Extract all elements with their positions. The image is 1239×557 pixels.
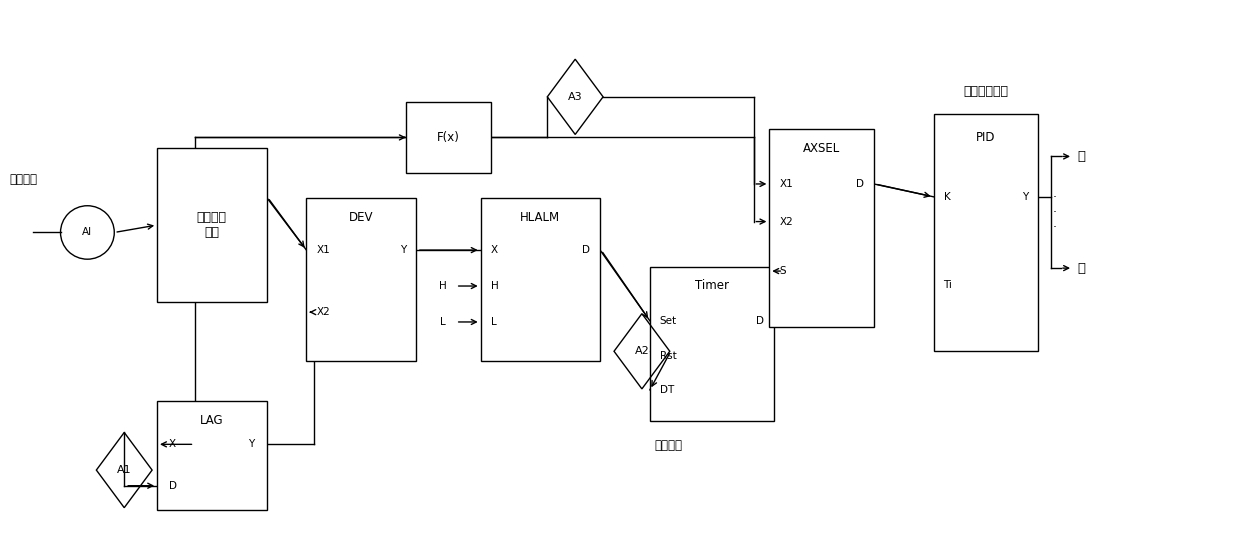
Text: X1: X1	[779, 179, 793, 189]
Text: Y: Y	[248, 439, 255, 449]
Text: S: S	[779, 266, 786, 276]
Text: Y: Y	[1022, 192, 1028, 202]
Text: A1: A1	[116, 465, 131, 475]
Text: H: H	[439, 281, 447, 291]
Text: L: L	[491, 317, 497, 327]
Text: X: X	[491, 245, 498, 255]
Text: ·
·
·: · · ·	[1053, 190, 1057, 234]
Text: 负荷指令: 负荷指令	[10, 173, 37, 185]
Bar	[650, 267, 774, 421]
Text: X2: X2	[779, 217, 793, 227]
Text: A3: A3	[567, 92, 582, 102]
Text: Rst: Rst	[660, 351, 676, 361]
Text: LAG: LAG	[199, 414, 224, 427]
Text: PID: PID	[976, 131, 996, 144]
Text: H: H	[491, 281, 498, 291]
Bar	[157, 401, 266, 510]
Text: K: K	[944, 192, 950, 202]
Text: DT: DT	[660, 385, 674, 395]
Text: AXSEL: AXSEL	[803, 142, 840, 155]
Text: L: L	[440, 317, 446, 327]
Text: D: D	[856, 179, 864, 189]
Text: HLALM: HLALM	[520, 211, 560, 224]
Bar	[933, 114, 1038, 351]
Bar	[306, 198, 416, 361]
Text: X2: X2	[316, 307, 330, 317]
Text: 锅炉主控制器: 锅炉主控制器	[964, 85, 1009, 99]
Text: AI: AI	[82, 227, 93, 237]
Text: Y: Y	[400, 245, 406, 255]
Text: D: D	[169, 481, 177, 491]
Text: DEV: DEV	[349, 211, 373, 224]
Text: 信号采集
模块: 信号采集 模块	[197, 211, 227, 239]
Text: 滞后置位: 滞后置位	[655, 439, 683, 452]
Text: Set: Set	[660, 316, 676, 326]
Text: F(x): F(x)	[437, 131, 460, 144]
Text: X: X	[169, 439, 176, 449]
Text: X1: X1	[316, 245, 330, 255]
Bar	[769, 129, 873, 326]
Text: D: D	[756, 316, 764, 326]
Text: 风: 风	[1077, 150, 1085, 163]
Text: A2: A2	[634, 346, 649, 356]
Bar	[157, 148, 266, 302]
Bar	[406, 102, 491, 173]
Text: Timer: Timer	[695, 279, 729, 292]
Bar	[481, 198, 600, 361]
Text: Ti: Ti	[944, 280, 953, 290]
Text: 煤: 煤	[1077, 262, 1085, 275]
Text: D: D	[582, 245, 590, 255]
